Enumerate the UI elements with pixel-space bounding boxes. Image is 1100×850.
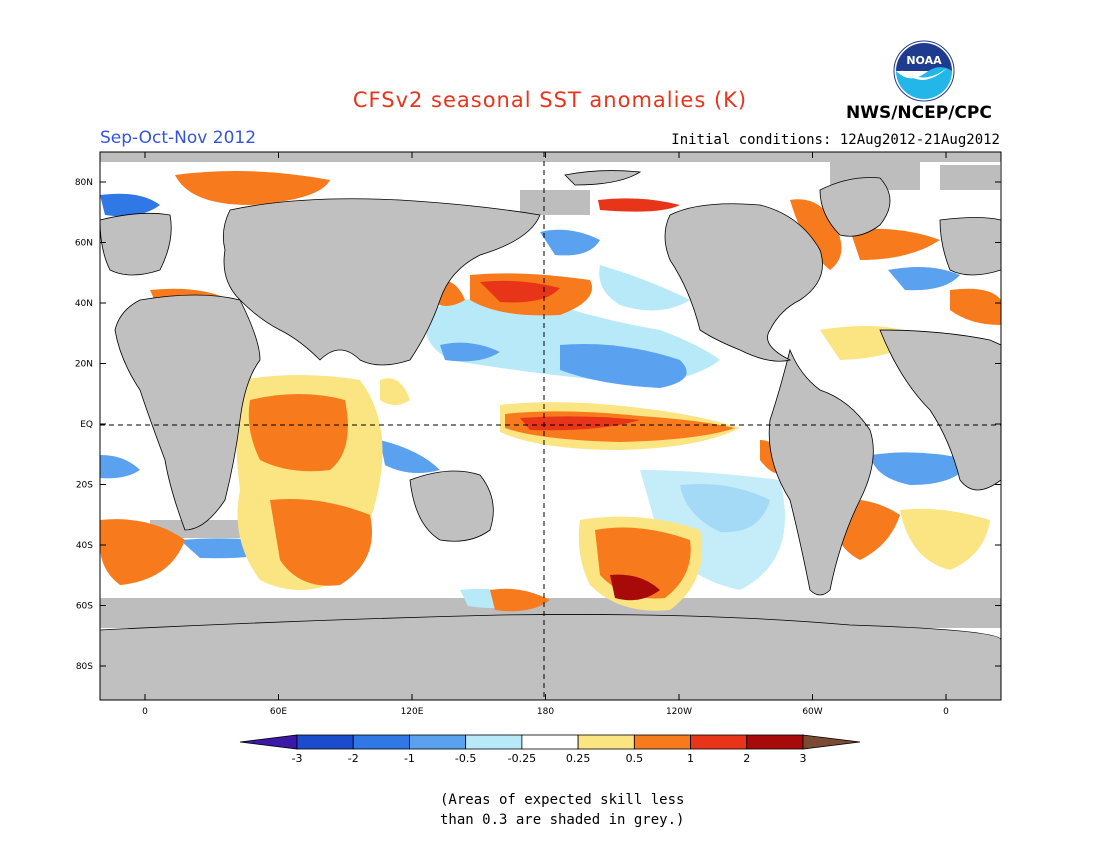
colorbar-swatch bbox=[296, 734, 354, 750]
warm-anomalies bbox=[100, 171, 1001, 612]
colorbar-swatch bbox=[521, 734, 579, 750]
colorbar-tick-label: -0.25 bbox=[508, 752, 536, 765]
longitude-axis: 0 60E 120E 180 120W 60W 0 bbox=[142, 152, 949, 717]
colorbar-tick-label: -2 bbox=[348, 752, 359, 765]
land-masses bbox=[100, 170, 1001, 700]
cold-anomalies bbox=[100, 193, 970, 608]
map-frame bbox=[99, 151, 1002, 701]
season-label: Sep-Oct-Nov 2012 bbox=[100, 128, 257, 148]
colorbar-tick-label: 3 bbox=[800, 752, 807, 765]
colorbar-swatch bbox=[465, 734, 523, 750]
lon-tick-label: 120W bbox=[666, 707, 692, 717]
lat-tick-label: EQ bbox=[80, 420, 93, 430]
australia bbox=[409, 470, 494, 542]
lon-tick-label: 0 bbox=[142, 707, 148, 717]
colorbar-tick-label: 1 bbox=[687, 752, 694, 765]
colorbar-swatch bbox=[409, 734, 467, 750]
map-field bbox=[100, 152, 1001, 700]
low-skill-mask bbox=[100, 152, 1001, 640]
colorbar-tick-label: 0.5 bbox=[626, 752, 644, 765]
europe-west bbox=[100, 212, 172, 276]
colorbar-low-arrow bbox=[239, 734, 298, 750]
initial-conditions-label: Initial conditions: 12Aug2012-21Aug2012 bbox=[671, 132, 1000, 148]
colorbar-high-arrow bbox=[802, 734, 861, 750]
lon-tick-label: 60E bbox=[270, 707, 287, 717]
lat-tick-label: 40S bbox=[76, 541, 93, 551]
africa-east-wrap bbox=[879, 329, 1001, 491]
lat-tick-label: 80S bbox=[76, 662, 93, 672]
colorbar-swatch bbox=[352, 734, 410, 750]
colorbar-tick-label: -0.5 bbox=[455, 752, 476, 765]
lon-tick-label: 120E bbox=[401, 707, 424, 717]
footnote-line-1: (Areas of expected skill less bbox=[440, 792, 685, 808]
lon-tick-label: 180 bbox=[537, 707, 554, 717]
map-title: CFSv2 seasonal SST anomalies (K) bbox=[352, 88, 748, 112]
colorbar-swatch bbox=[746, 734, 804, 750]
logo-text: NOAA bbox=[906, 54, 942, 67]
skill-footnote: (Areas of expected skill less than 0.3 a… bbox=[440, 790, 760, 830]
africa bbox=[114, 294, 261, 531]
arctic-islands bbox=[564, 170, 642, 186]
antarctica bbox=[100, 614, 1001, 700]
colorbar-swatch bbox=[633, 734, 691, 750]
lat-tick-label: 20N bbox=[75, 360, 93, 370]
greenland bbox=[819, 177, 891, 237]
lat-tick-label: 60N bbox=[75, 239, 93, 249]
colorbar-tick-label: 0.25 bbox=[566, 752, 591, 765]
south-america bbox=[768, 348, 874, 596]
noaa-logo: NOAA bbox=[893, 40, 955, 102]
colorbar-tick-label: -3 bbox=[292, 752, 303, 765]
lat-tick-label: 80N bbox=[75, 178, 93, 188]
north-america bbox=[664, 203, 823, 362]
colorbar-tick-label: 2 bbox=[743, 752, 750, 765]
eurasia bbox=[222, 198, 541, 366]
lon-tick-label: 60W bbox=[802, 707, 822, 717]
latitude-axis: 80N 60N 40N 20N EQ 20S 40S 60S 80S bbox=[75, 178, 1001, 672]
lat-tick-label: 60S bbox=[76, 602, 93, 612]
colorbar-swatch bbox=[690, 734, 748, 750]
footnote-line-2: than 0.3 are shaded in grey.) bbox=[440, 812, 685, 828]
europe-east bbox=[939, 217, 1001, 276]
colorbar: -3 -2 -1 -0.5 -0.25 0.25 0.5 1 2 3 bbox=[239, 734, 861, 765]
lon-tick-label: 0 bbox=[943, 707, 949, 717]
lat-tick-label: 20S bbox=[76, 481, 93, 491]
lat-tick-label: 40N bbox=[75, 299, 93, 309]
colorbar-tick-label: -1 bbox=[404, 752, 415, 765]
agency-label: NWS/NCEP/CPC bbox=[846, 103, 992, 123]
colorbar-swatch bbox=[577, 734, 635, 750]
